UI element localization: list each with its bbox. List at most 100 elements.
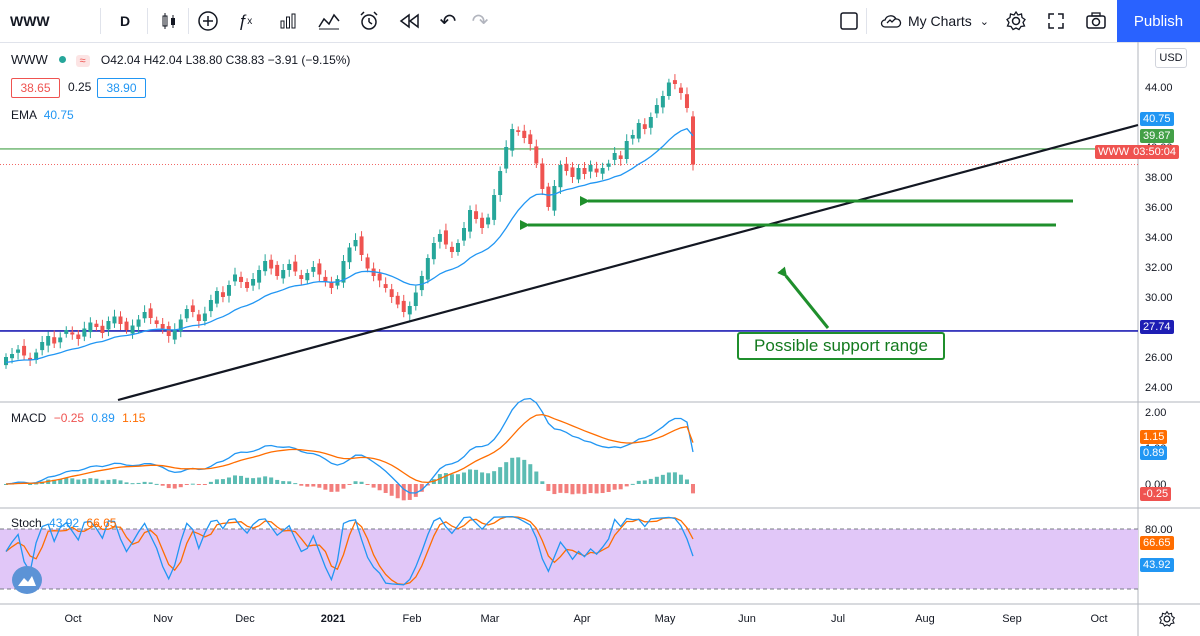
sell-price-button[interactable]: 38.65 <box>11 78 60 98</box>
macd-histogram-bar <box>510 457 515 484</box>
time-scale-label: Feb <box>403 613 422 625</box>
candle-body <box>64 330 69 334</box>
candle-body <box>76 334 81 339</box>
symbol-search-button[interactable]: WWW <box>10 13 50 29</box>
macd-histogram-bar <box>684 479 689 484</box>
alarm-clock-icon[interactable] <box>354 0 384 42</box>
candle-body <box>480 217 485 228</box>
candle-body <box>353 240 358 247</box>
annotation-arrow[interactable] <box>777 266 830 329</box>
macd-histogram-bar <box>504 462 509 484</box>
candle-body <box>190 305 195 312</box>
macd-histogram-bar <box>329 484 334 492</box>
candle-body <box>468 210 473 232</box>
macd-histogram-bar <box>166 484 171 489</box>
delayed-data-icon: ≈ <box>75 55 90 67</box>
candles-icon[interactable] <box>154 0 184 42</box>
candle-body <box>112 316 117 324</box>
macd-histogram-bar <box>106 479 111 484</box>
camera-icon[interactable] <box>1081 0 1111 42</box>
publish-button[interactable]: Publish <box>1117 0 1200 42</box>
macd-histogram-bar <box>371 484 376 488</box>
candle-body <box>425 258 430 280</box>
macd-histogram-bar <box>401 484 406 501</box>
candle-body <box>220 292 225 297</box>
price-scale-label: 30.00 <box>1145 292 1173 304</box>
settings-gear-icon[interactable] <box>1156 608 1178 630</box>
my-charts-button[interactable]: My Charts ⌄ <box>873 0 995 42</box>
macd-histogram-bar <box>552 484 557 495</box>
candle-body <box>299 275 304 279</box>
tradingview-logo-icon[interactable] <box>12 566 42 594</box>
time-scale-label: Apr <box>573 613 590 625</box>
candle-body <box>660 96 665 108</box>
support-annotation[interactable]: Possible support range <box>737 332 945 360</box>
candle-body <box>654 105 659 114</box>
candle-body <box>106 321 111 330</box>
candle-body <box>124 321 129 330</box>
macd-histogram-bar <box>178 484 183 488</box>
macd-histogram-bar <box>624 484 629 487</box>
macd-histogram-bar <box>4 484 8 485</box>
candle-body <box>443 230 448 245</box>
stoch-k-line <box>5 515 694 586</box>
candle-body <box>22 345 27 356</box>
stoch-band <box>0 529 1138 589</box>
candle-body <box>208 300 213 312</box>
macd-histogram-bar <box>576 484 581 494</box>
time-scale-label: Oct <box>64 613 81 625</box>
cloud-icon <box>880 15 902 28</box>
gear-icon[interactable] <box>1001 0 1031 42</box>
macd-histogram-bar <box>257 477 262 484</box>
candle-body <box>52 337 57 344</box>
macd-histogram-bar <box>395 484 400 499</box>
layout-icon[interactable] <box>836 0 862 42</box>
candle-body <box>492 195 497 220</box>
chevron-down-icon: ⌄ <box>979 15 989 28</box>
candle-body <box>648 117 653 128</box>
macd-histogram-bar <box>118 480 123 484</box>
candle-body <box>172 330 177 340</box>
candle-body <box>4 357 8 366</box>
macd-histogram-bar <box>413 484 418 497</box>
macd-histogram-bar <box>34 483 39 485</box>
macd-histogram-bar <box>558 484 563 493</box>
spread-value: 0.25 <box>68 80 92 94</box>
macd-histogram-bar <box>443 473 448 484</box>
bar-chart-icon[interactable] <box>273 0 303 42</box>
macd-histogram-bar <box>208 481 213 484</box>
macd-histogram-bar <box>323 484 328 490</box>
toolbar-divider <box>100 8 101 34</box>
macd-histogram-bar <box>528 464 533 484</box>
buy-price-button[interactable]: 38.90 <box>97 78 146 98</box>
chart-area[interactable]: 44.0042.0040.0038.0036.0034.0032.0030.00… <box>0 42 1200 636</box>
currency-label[interactable]: USD <box>1155 48 1187 68</box>
macd-histogram-bar <box>648 478 653 484</box>
add-indicator-icon[interactable] <box>193 0 223 42</box>
macd-histogram-bar <box>160 484 165 486</box>
candle-body <box>341 261 346 283</box>
candle-body <box>196 314 201 321</box>
macd-histogram-bar <box>233 475 237 484</box>
replay-icon[interactable] <box>395 0 425 42</box>
ema-legend-label: EMA <box>11 108 37 122</box>
redo-icon[interactable]: ↷ <box>471 10 489 33</box>
interval-button[interactable]: D <box>119 13 131 29</box>
compare-icon[interactable] <box>312 0 346 42</box>
candle-body <box>401 300 406 312</box>
candle-body <box>504 147 509 169</box>
trend-line[interactable] <box>117 123 1139 402</box>
price-scale-label: 34.00 <box>1145 232 1173 244</box>
time-scale-label: Aug <box>915 613 935 625</box>
time-scale-label: Oct <box>1090 613 1107 625</box>
candle-body <box>558 165 563 188</box>
candle-body <box>160 324 165 329</box>
macd-histogram-bar <box>654 476 659 484</box>
fullscreen-icon[interactable] <box>1041 0 1071 42</box>
candle-body <box>88 322 93 333</box>
undo-icon[interactable]: ↶ <box>439 10 457 33</box>
ema-price-tag: 40.75 <box>1140 112 1174 126</box>
candle-body <box>166 326 171 336</box>
last-price-tag: WWW 03:50:04 <box>1095 145 1179 159</box>
